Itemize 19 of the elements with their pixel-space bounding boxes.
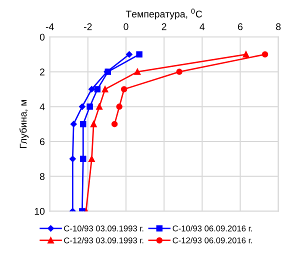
x-tick-label: 6 [238,23,243,30]
legend-label: С-10/93 06.09.2016 г. [172,225,252,232]
y-tick-label: 0 [40,34,45,41]
y-tick-label: 6 [40,138,45,146]
legend-label: С-12/93 03.09.1993 г. [64,237,144,244]
x-axis-title: Температура, $^{0}$C [126,8,202,20]
x-tick-label: 2 [162,23,166,30]
y-tick-label: 8 [40,173,45,180]
x-tick-label: -4 [46,23,54,30]
legend-label: С-12/93 06.09.2016 г. [172,237,252,244]
x-tick-label: 8 [276,23,281,30]
x-tick-label: -2 [84,23,92,30]
legend-label: С-10/93 03.09.1993 г. [64,225,144,232]
y-tick-label: 2 [40,68,44,76]
y-tick-label: 10 [34,208,45,215]
x-tick-label: 0 [124,23,128,30]
y-tick-label: 4 [40,103,45,110]
y-axis-title: Глубина, м [19,100,29,148]
x-tick-label: 4 [200,23,205,30]
